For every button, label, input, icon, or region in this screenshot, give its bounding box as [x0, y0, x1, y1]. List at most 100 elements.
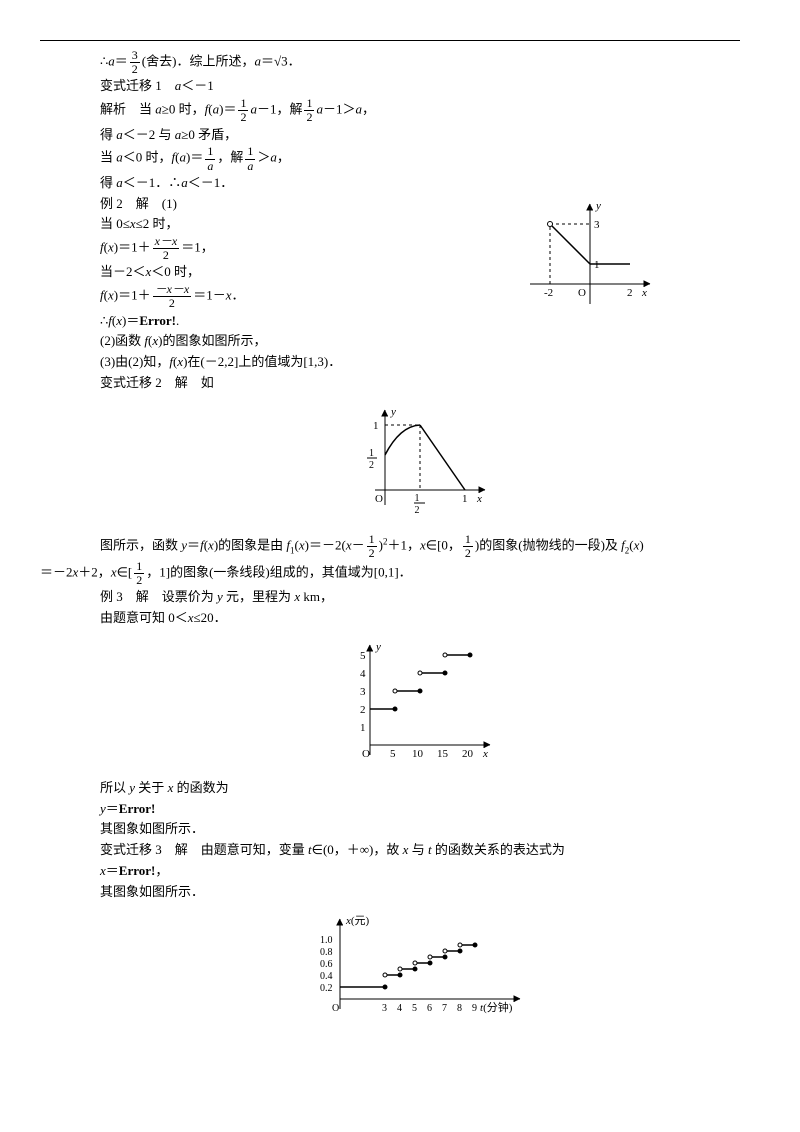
- text-line: ∴a＝32(舍去)．综上所述，a＝√3．: [100, 49, 740, 76]
- text: 当 0≤: [100, 216, 130, 231]
- text: 图所示，函数: [100, 537, 181, 552]
- text: ．: [232, 288, 245, 303]
- frac-den: 2: [304, 111, 314, 124]
- text: ＜－1．∴: [123, 175, 182, 190]
- text: －1＞: [323, 102, 356, 117]
- tick: 5: [360, 650, 366, 662]
- text-line: 所以 y 关于 x 的函数为: [100, 778, 740, 799]
- text: 得: [100, 127, 116, 142]
- tick: 15: [437, 748, 449, 760]
- text-line: 得 a＜－1．∴a＜－1．: [100, 173, 740, 194]
- text: ＝1－: [193, 288, 226, 303]
- text-line: 变式迁移 3 解 由题意可知，变量 t∈(0，＋∞)，故 x 与 t 的函数关系…: [100, 840, 740, 861]
- frac-num: 1: [205, 145, 215, 159]
- fraction: －x－x2: [153, 283, 192, 310]
- axis-x-label: x: [482, 748, 488, 760]
- text: ＝: [106, 801, 119, 816]
- text: )的图象如图所示，: [158, 333, 266, 348]
- axis-y-label: y: [390, 406, 396, 418]
- text: ∈(0，＋∞)，故: [312, 842, 403, 857]
- text: ＋1，: [387, 537, 420, 552]
- text-line: 得 a＜－2 与 a≥0 矛盾，: [100, 125, 740, 146]
- text: 当－2＜: [100, 264, 146, 279]
- tick: 4: [397, 1003, 402, 1014]
- text: 关于: [135, 780, 168, 795]
- text: )的图象(抛物线的一段)及: [475, 537, 621, 552]
- figure-2: x y O 1 1 1 2 1 2: [100, 400, 740, 527]
- text-line: 其图象如图所示．: [100, 882, 740, 903]
- text: )＝: [186, 150, 203, 165]
- text: ＜－1: [181, 78, 214, 93]
- tick: O: [375, 493, 383, 505]
- text-line: (3)由(2)知，f(x)在(－2,2]上的值域为[1,3)．: [100, 352, 740, 373]
- frac-num: x－x: [153, 235, 180, 249]
- tick: 0.6: [320, 959, 333, 970]
- text-line: 变式迁移 2 解 如: [100, 373, 740, 394]
- tick: 1: [369, 448, 374, 459]
- tick: 4: [360, 668, 366, 680]
- frac-num: 1: [367, 533, 377, 547]
- frac-den: 2: [153, 297, 192, 310]
- text: )的图象是由: [214, 537, 287, 552]
- tick: 1: [415, 493, 420, 504]
- frac-num: 1: [134, 560, 144, 574]
- tick: -2: [544, 287, 553, 299]
- text: 例 3 解 设票价为: [100, 589, 217, 604]
- text: .: [176, 313, 179, 328]
- text: ): [639, 537, 643, 552]
- text: 变式迁移 3 解 由题意可知，变量: [100, 842, 308, 857]
- tick: 9: [472, 1003, 477, 1014]
- text: ＝: [106, 863, 119, 878]
- text: 其图象如图所示．: [100, 821, 204, 836]
- text: 例 2 解 (1): [100, 196, 177, 211]
- fraction: 1a: [245, 145, 255, 172]
- frac-den: 2: [130, 63, 140, 76]
- text: ＜0 时，: [123, 150, 172, 165]
- text: ≤20．: [194, 610, 227, 625]
- error-text: Error!: [139, 313, 176, 328]
- text: (舍去)．综上所述，: [142, 54, 255, 69]
- text-line: y＝Error!: [100, 799, 740, 820]
- text: 其图象如图所示．: [100, 884, 204, 899]
- tick: O: [578, 287, 586, 299]
- tick: O: [332, 1003, 339, 1014]
- error-text: Error!: [119, 863, 156, 878]
- tick: 0.4: [320, 971, 333, 982]
- text-line: 例 3 解 设票价为 y 元，里程为 x km，: [100, 587, 740, 608]
- tick: 2: [369, 460, 374, 471]
- text: ∈[0，: [426, 537, 461, 552]
- text: 得: [100, 175, 116, 190]
- text: 与: [408, 842, 428, 857]
- tick: 8: [457, 1003, 462, 1014]
- tick: 6: [427, 1003, 432, 1014]
- text: ＝√3．: [261, 54, 301, 69]
- text-line: 由题意可知 0＜x≤20．: [100, 608, 740, 629]
- text-line: 解析 当 a≥0 时，f(a)＝12a－1，解12a－1＞a，: [100, 97, 740, 124]
- axis-x-label: t(分钟): [480, 1000, 513, 1014]
- text: 的函数关系的表达式为: [432, 842, 565, 857]
- tick: 20: [462, 748, 474, 760]
- tick: 2: [627, 287, 633, 299]
- text-line: 其图象如图所示．: [100, 819, 740, 840]
- text: －1，解: [257, 102, 303, 117]
- text: ＝－2: [40, 565, 73, 580]
- text: )＝－2(: [305, 537, 346, 552]
- frac-den: a: [205, 160, 215, 173]
- tick: 3: [594, 219, 600, 231]
- tick: 1: [373, 420, 379, 432]
- text: ，: [155, 863, 168, 878]
- text: 的函数为: [173, 780, 228, 795]
- error-text: Error!: [119, 801, 156, 816]
- frac-num: －x－x: [153, 283, 192, 297]
- tick: 5: [390, 748, 396, 760]
- tick: 0.2: [320, 983, 333, 994]
- text: (2)函数: [100, 333, 144, 348]
- figure-4: O 3 4 5 6 7 8 9 0.2 0.4 0.6 0.8 1.0 t(分钟…: [100, 909, 740, 1026]
- tick: 0.8: [320, 947, 333, 958]
- text-line: 当 a＜0 时，f(a)＝1a，解1a＞a，: [100, 145, 740, 172]
- text: ≤2 时，: [136, 216, 179, 231]
- fraction: 12: [238, 97, 248, 124]
- text: 所以: [100, 780, 129, 795]
- text-line: ＝－2x＋2，x∈[12，1]的图象(一条线段)组成的，其值域为[0,1]．: [40, 560, 740, 587]
- text: )＝1＋: [114, 288, 151, 303]
